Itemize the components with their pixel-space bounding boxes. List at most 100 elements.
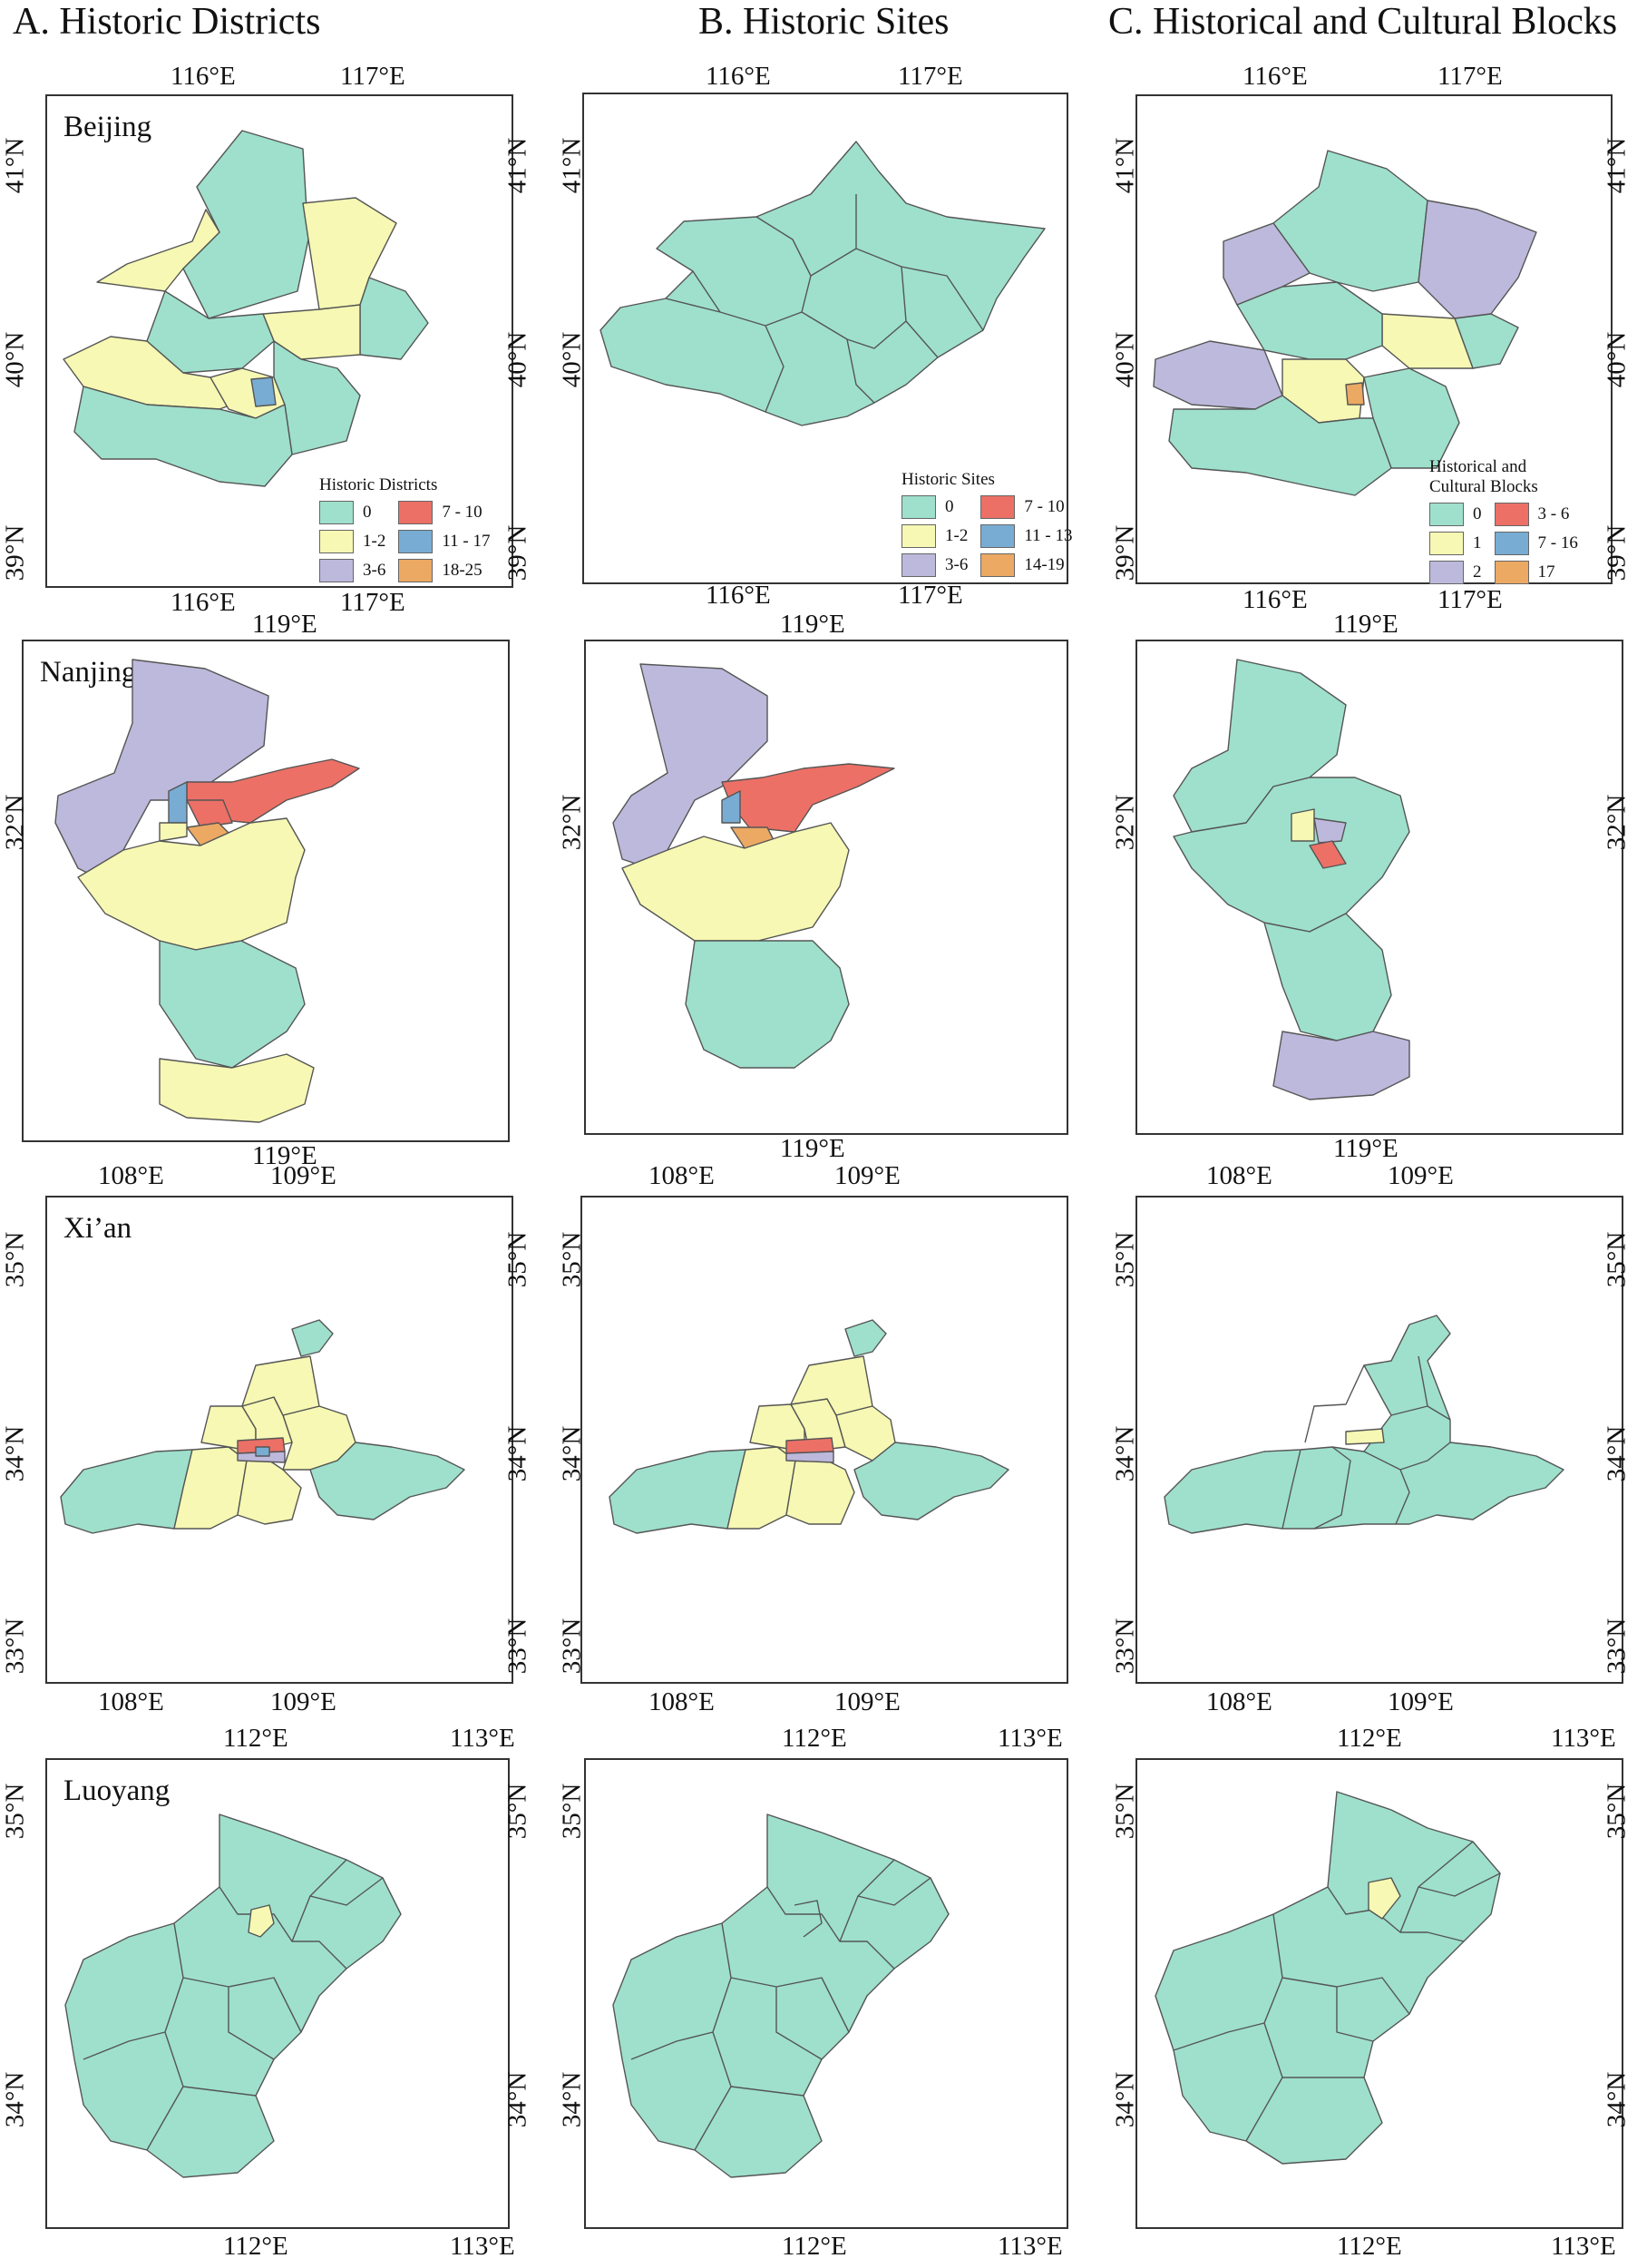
legend-title: Historic Districts xyxy=(319,475,438,494)
lat-tick-right: 35°N xyxy=(1602,1783,1632,1840)
region xyxy=(1236,281,1383,360)
lat-tick-left: 34°N xyxy=(0,1425,30,1482)
luoyang-region-map xyxy=(1155,1791,1501,2165)
nanjing-region-map xyxy=(612,663,895,1069)
lon-tick-top: 119°E xyxy=(252,610,317,639)
lon-tick-bottom: 108°E xyxy=(648,1687,715,1716)
legend-label: 2 xyxy=(1473,562,1482,582)
lon-tick-bottom: 112°E xyxy=(782,2232,847,2261)
lon-tick-top: 109°E xyxy=(1388,1161,1454,1190)
lat-tick-left: 41°N xyxy=(557,137,587,194)
lat-tick-right: 35°N xyxy=(502,1783,532,1840)
lon-tick-bottom: 113°E xyxy=(1551,2232,1616,2261)
region xyxy=(630,1859,931,2151)
legend-swatch xyxy=(1494,561,1529,584)
lat-tick-left: 34°N xyxy=(0,2071,30,2128)
legend-label: 0 xyxy=(945,497,954,516)
legend-swatch xyxy=(901,553,936,577)
lon-tick-top: 112°E xyxy=(782,1724,847,1753)
legend: Historical and Cultural Blocks 0 3 - 6 1… xyxy=(1429,457,1578,584)
lon-tick-top: 108°E xyxy=(98,1161,164,1190)
region xyxy=(1153,340,1283,410)
lat-tick-right: 40°N xyxy=(1602,331,1632,388)
region xyxy=(60,1449,193,1534)
lat-tick-left: 35°N xyxy=(0,1231,30,1288)
lat-tick-right: 39°N xyxy=(502,524,532,582)
legend-label: 1-2 xyxy=(363,532,386,551)
legend-label: 7 - 10 xyxy=(442,503,482,522)
lat-tick-left: 32°N xyxy=(557,794,587,851)
legend-label: 0 xyxy=(1473,504,1482,523)
legend-swatch xyxy=(980,524,1016,548)
lon-tick-top: 117°E xyxy=(340,62,405,91)
legend-swatch xyxy=(1494,532,1529,555)
legend-swatch xyxy=(1494,503,1529,526)
legend-label: 18-25 xyxy=(442,561,482,580)
lat-tick-left: 35°N xyxy=(1110,1231,1140,1288)
lat-tick-right: 35°N xyxy=(1602,1231,1632,1288)
region xyxy=(248,1904,275,1938)
luoyang-region-map xyxy=(612,1813,950,2178)
city-label: Beijing xyxy=(63,111,152,143)
lon-tick-top: 113°E xyxy=(450,1724,515,1753)
lon-tick-bottom: 109°E xyxy=(834,1687,901,1716)
region xyxy=(96,209,220,292)
lon-tick-bottom: 112°E xyxy=(1337,2232,1402,2261)
region xyxy=(309,1442,465,1520)
lat-tick-right: 33°N xyxy=(1602,1618,1632,1675)
xian-region-map xyxy=(60,1319,465,1534)
region xyxy=(241,1355,320,1416)
legend-label: 1 xyxy=(1473,533,1482,552)
lat-tick-right: 41°N xyxy=(1602,137,1632,194)
region xyxy=(612,1813,950,2178)
region xyxy=(1282,1355,1451,1530)
region xyxy=(159,1053,315,1123)
lat-tick-left: 39°N xyxy=(1110,524,1140,582)
legend-swatch xyxy=(319,530,354,553)
lat-tick-right: 34°N xyxy=(1602,1425,1632,1482)
legend-label: 7 - 16 xyxy=(1537,533,1578,552)
legend-label: 7 - 10 xyxy=(1024,497,1065,516)
lon-tick-bottom: 109°E xyxy=(270,1687,336,1716)
city-label: Nanjing xyxy=(40,656,137,689)
legend-swatch xyxy=(319,501,354,524)
legend-swatch xyxy=(398,501,434,524)
region xyxy=(1345,1428,1385,1445)
lat-tick-left: 35°N xyxy=(557,1783,587,1840)
lat-tick-right: 34°N xyxy=(502,1425,532,1482)
region xyxy=(1164,1315,1564,1534)
lon-tick-top: 117°E xyxy=(1437,62,1503,91)
lon-tick-top: 113°E xyxy=(998,1724,1063,1753)
legend-swatch xyxy=(319,559,354,582)
region xyxy=(291,1319,334,1357)
lon-tick-bottom: 108°E xyxy=(98,1687,164,1716)
lon-tick-bottom: 113°E xyxy=(450,2232,515,2261)
nanjing-region-map xyxy=(54,659,360,1123)
legend: Historic Districts 0 7 - 10 1-2 11 - 17 … xyxy=(319,475,490,582)
lat-tick-left: 35°N xyxy=(557,1231,587,1288)
region xyxy=(721,790,741,824)
region xyxy=(1155,1791,1501,2165)
xian-region-map xyxy=(609,1319,1009,1534)
legend-swatch xyxy=(901,524,936,548)
legend-swatch xyxy=(980,495,1016,519)
lat-tick-right: 34°N xyxy=(1602,2071,1632,2128)
region xyxy=(609,1449,746,1534)
legend-swatch xyxy=(980,553,1016,577)
lon-tick-top: 109°E xyxy=(834,1161,901,1190)
legend-label: 3 - 6 xyxy=(1537,504,1570,523)
region xyxy=(159,822,188,842)
city-label: Luoyang xyxy=(63,1774,171,1807)
lat-tick-right: 41°N xyxy=(502,137,532,194)
column-title-a: A. Historic Districts xyxy=(13,1,321,43)
lon-tick-top: 117°E xyxy=(898,62,963,91)
legend-label: 17 xyxy=(1537,562,1555,582)
lat-tick-left: 40°N xyxy=(557,331,587,388)
region xyxy=(1309,840,1347,869)
region xyxy=(1313,817,1347,844)
lon-tick-bottom: 119°E xyxy=(780,1134,845,1163)
legend-title: Historic Sites xyxy=(901,470,995,489)
lat-tick-left: 33°N xyxy=(0,1618,30,1675)
lon-tick-bottom: 117°E xyxy=(1437,585,1503,614)
lon-tick-top: 119°E xyxy=(780,610,845,639)
